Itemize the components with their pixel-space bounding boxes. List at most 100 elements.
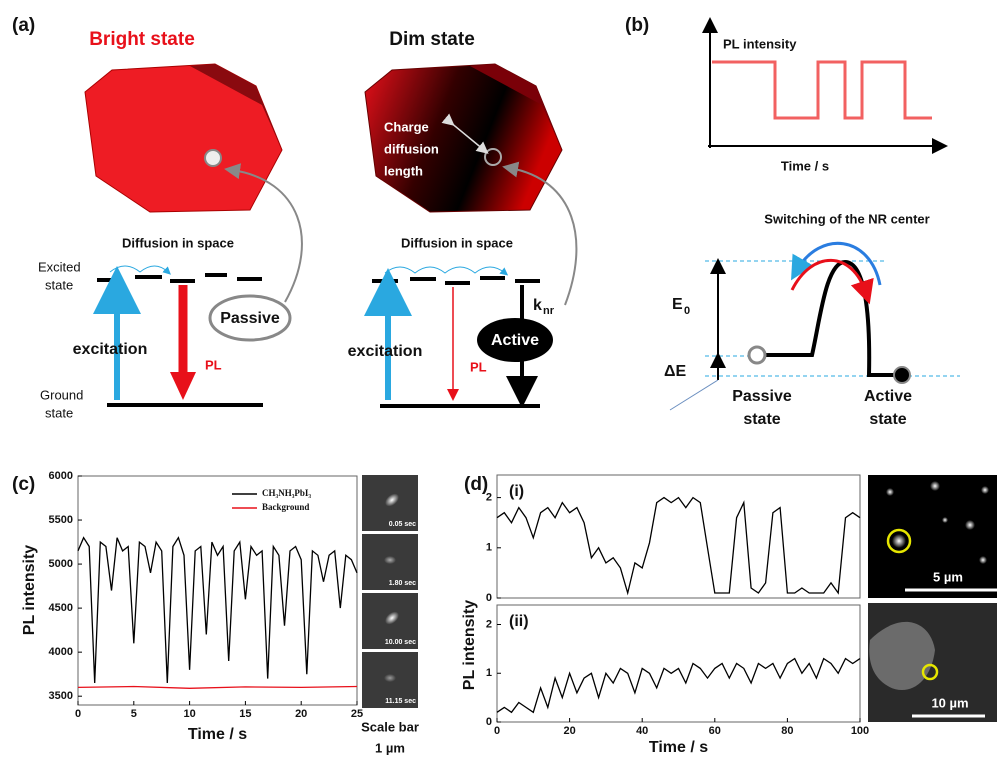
x-tick-label: 60 xyxy=(709,725,721,737)
active-node xyxy=(477,318,553,362)
state-label: Passive xyxy=(732,388,792,405)
cell-shape xyxy=(869,621,935,690)
y-tick-label: 0 xyxy=(486,716,492,728)
ground-label: state xyxy=(45,405,73,420)
state-label: state xyxy=(869,411,906,428)
selection-circle xyxy=(921,663,939,681)
plot-frame xyxy=(496,474,861,599)
y-tick-label: 0 xyxy=(486,592,492,604)
pl-label: PL xyxy=(470,359,487,374)
de-label: ΔE xyxy=(664,363,687,380)
x-tick-label: 80 xyxy=(781,725,793,737)
excitation-label: excitation xyxy=(348,343,423,360)
center-marker xyxy=(484,148,502,166)
e0-sub: 0 xyxy=(684,305,690,317)
spots xyxy=(886,481,989,564)
levels xyxy=(97,273,540,408)
axis-stub xyxy=(669,379,719,411)
dim-title: Dim state xyxy=(389,29,475,50)
scale-bar-label: Scale bar xyxy=(361,719,419,734)
legend-label: Background xyxy=(262,502,309,512)
frame-time: 0.05 sec xyxy=(389,521,416,528)
x-tick-label: 20 xyxy=(563,725,575,737)
panel-label: (a) xyxy=(12,15,35,36)
panel-c: (c) 0.05 sec 1.80 sec 10.00 sec 11.15 se… xyxy=(12,474,419,755)
k-label: k xyxy=(533,297,542,314)
hop-arrow xyxy=(109,265,171,275)
scale-bar-label: 1 µm xyxy=(375,740,405,755)
frame-time: 10.00 sec xyxy=(385,639,416,646)
crystal-facet xyxy=(190,64,282,150)
diffusion-arrow xyxy=(441,113,489,154)
active-state xyxy=(893,366,911,384)
state-label: Active xyxy=(864,388,912,405)
y-tick-label: 4000 xyxy=(49,646,73,658)
x-tick-label: 20 xyxy=(295,708,307,720)
k-sub: nr xyxy=(543,305,555,317)
scale-label: 5 µm xyxy=(933,569,963,584)
legend-label: CH₃NH₃PbI₃ xyxy=(262,488,311,498)
trace xyxy=(77,685,358,689)
panel-label: (c) xyxy=(12,474,35,495)
active-label: Active xyxy=(491,332,539,349)
hop-arrow xyxy=(384,266,509,276)
x-axis-label: Time / s xyxy=(649,739,708,756)
y-axis-label: PL intensity xyxy=(21,545,38,635)
x-tick-label: 0 xyxy=(494,725,500,737)
y-tick-label: 5500 xyxy=(49,514,73,526)
y-tick-label: 2 xyxy=(486,618,492,630)
frame-time: 1.80 sec xyxy=(389,580,416,587)
y-axis-label: PL intensity xyxy=(461,600,478,690)
switching-title: Switching of the NR center xyxy=(764,211,929,226)
energy-curve xyxy=(760,259,905,377)
link-arrow xyxy=(224,163,303,303)
x-axis-label: Time / s xyxy=(188,726,247,743)
y-tick-label: 6000 xyxy=(49,470,73,482)
pl-label: PL xyxy=(205,357,222,372)
excitation-label: excitation xyxy=(73,341,148,358)
spot xyxy=(385,493,399,507)
axis-label: PL intensity xyxy=(723,36,797,51)
x-tick-label: 5 xyxy=(131,708,137,720)
spot xyxy=(384,556,396,564)
trace xyxy=(496,657,861,714)
x-tick-label: 100 xyxy=(851,725,869,737)
spot xyxy=(385,611,399,625)
excited-label: Excited xyxy=(38,259,81,274)
trace xyxy=(77,536,358,684)
ground-label: Ground xyxy=(40,387,83,402)
trace xyxy=(496,496,861,596)
crystal-facet xyxy=(470,64,562,150)
frames: 0.05 sec 1.80 sec 10.00 sec 11.15 sec xyxy=(362,475,418,708)
diffusion-label: Diffusion in space xyxy=(122,235,234,250)
passive-node xyxy=(208,294,292,342)
charge-text: Charge xyxy=(384,119,429,134)
schematic-trace xyxy=(712,60,932,120)
passive-state xyxy=(747,345,767,365)
y-tick-label: 1 xyxy=(486,542,492,554)
pl-arrow-head xyxy=(170,372,196,400)
y-tick-label: 5000 xyxy=(49,558,73,570)
scale-label: 10 µm xyxy=(931,695,968,710)
panel-label: (b) xyxy=(625,15,649,36)
switch-arrow xyxy=(790,258,874,305)
switch-arrow xyxy=(791,241,882,286)
state-label: state xyxy=(743,411,780,428)
y-tick-label: 1 xyxy=(486,667,492,679)
y-tick-label: 4500 xyxy=(49,602,73,614)
panel-d: (d) PL intensity 5 µm 10 µm xyxy=(461,474,997,722)
spot xyxy=(384,674,396,682)
sub-label: (ii) xyxy=(509,613,529,630)
x-tick-label: 40 xyxy=(636,725,648,737)
panel-label: (d) xyxy=(464,474,488,495)
x-tick-label: 0 xyxy=(75,708,81,720)
link-arrow xyxy=(502,161,578,306)
passive-label: Passive xyxy=(220,310,280,327)
x-tick-label: 25 xyxy=(351,708,363,720)
panel-a: (a) Bright state Dim state Charge diffus… xyxy=(12,15,578,420)
y-tick-label: 2 xyxy=(486,491,492,503)
plot-frame xyxy=(77,475,358,706)
panel-b: (b) PL intensity Time / s Switching of t… xyxy=(625,15,960,428)
charge-text: diffusion xyxy=(384,141,439,156)
